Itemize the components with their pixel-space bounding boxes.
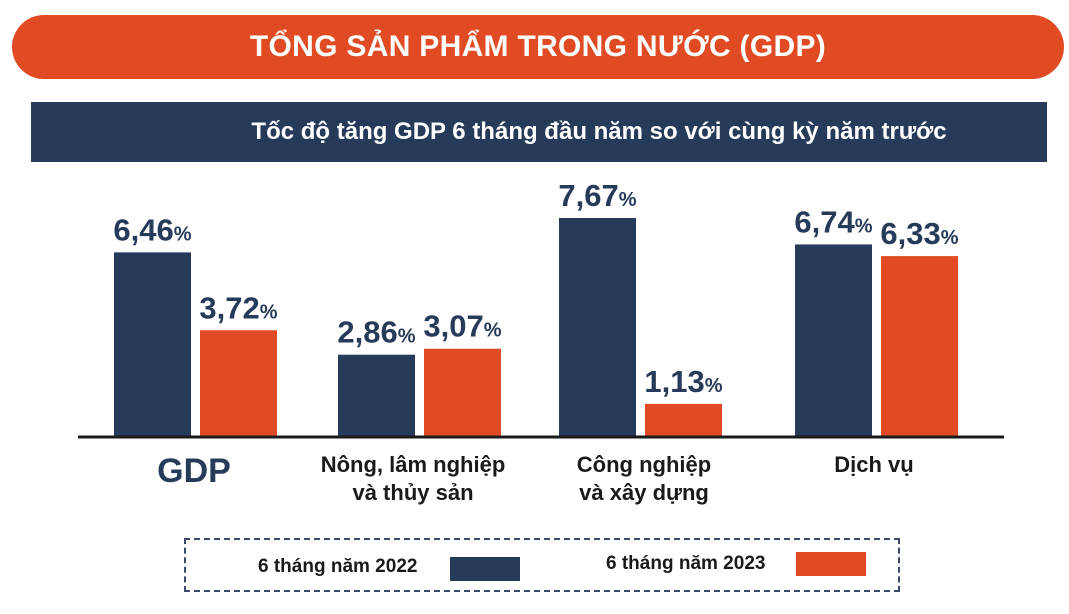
data-label-2023-3: 6,33%: [880, 216, 958, 251]
data-label-2022-1: 2,86%: [337, 315, 415, 350]
category-label-2-line-0: Công nghiệp: [577, 452, 711, 477]
data-label-2022-0: 6,46%: [113, 212, 191, 247]
page-title: TỔNG SẢN PHẨM TRONG NƯỚC (GDP): [249, 30, 827, 63]
legend-label-2023: 6 tháng năm 2023: [606, 553, 766, 574]
legend-swatch-2022: [450, 557, 520, 581]
title-banner: TỔNG SẢN PHẨM TRONG NƯỚC (GDP): [12, 15, 1064, 79]
chart-subtitle: Tốc độ tăng GDP 6 tháng đầu năm so với c…: [251, 118, 947, 145]
legend-swatch-2023: [796, 552, 866, 576]
bar-2022-1: [338, 354, 415, 436]
data-label-2023-0: 3,72%: [199, 290, 277, 325]
bar-2022-2: [559, 218, 636, 436]
bar-2023-2: [645, 403, 722, 436]
data-label-2022-2: 7,67%: [558, 178, 636, 213]
bar-2023-1: [424, 348, 501, 436]
category-label-2-line-1: và xây dựng: [579, 480, 709, 505]
bar-2022-3: [795, 244, 872, 436]
subtitle-banner: Tốc độ tăng GDP 6 tháng đầu năm so với c…: [31, 102, 1047, 162]
bar-2023-0: [200, 330, 277, 436]
bar-2023-3: [881, 256, 958, 436]
category-label-0: GDP: [157, 452, 231, 490]
category-label-1-line-0: Nông, lâm nghiệp: [321, 452, 506, 477]
category-label-3: Dịch vụ: [834, 452, 913, 477]
legend-label-2022: 6 tháng năm 2022: [258, 556, 418, 577]
data-label-2022-3: 6,74%: [794, 204, 872, 239]
category-label-1-line-1: và thủy sản: [352, 480, 473, 505]
chart-legend: 6 tháng năm 2022 6 tháng năm 2023: [184, 538, 900, 592]
data-label-2023-1: 3,07%: [423, 309, 501, 344]
bar-2022-0: [114, 252, 191, 436]
data-label-2023-2: 1,13%: [644, 364, 722, 399]
